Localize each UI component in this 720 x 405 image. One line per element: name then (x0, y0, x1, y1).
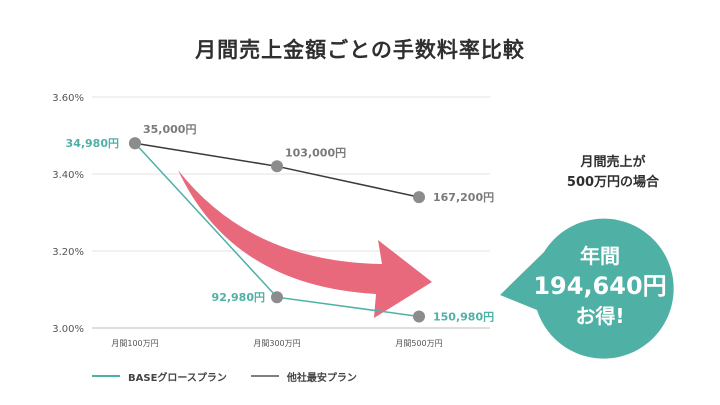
legend-item-base: BASEグロースプラン (92, 369, 227, 384)
data-point (129, 137, 141, 150)
chart-grid (92, 96, 490, 329)
data-point (271, 160, 283, 173)
data-label: 35,000円 (143, 123, 196, 136)
chart-points (129, 137, 425, 323)
savings-text-line2: 194,640円 (533, 272, 667, 300)
savings-arrow (178, 170, 432, 318)
legend-label-other: 他社最安プラン (286, 372, 357, 384)
data-label: 167,200円 (433, 191, 494, 204)
data-label: 103,000円 (285, 146, 346, 159)
savings-bubble (500, 218, 674, 359)
scenario-note: 月間売上が 500万円の場合 (548, 153, 678, 193)
y-tick-label: 3.00% (52, 324, 84, 335)
data-label: 92,980円 (212, 291, 265, 304)
y-tick-label: 3.60% (52, 93, 84, 104)
x-tick-label: 月間300万円 (253, 339, 300, 348)
chart-data-labels: 35,000円 103,000円 167,200円 34,980円 92,980円 150… (66, 123, 495, 323)
x-axis-ticks: 月間100万円 月間300万円 月間500万円 (111, 339, 442, 348)
scenario-note-line1: 月間売上が (580, 155, 646, 170)
legend-swatch-other (250, 375, 279, 377)
legend-item-other: 他社最安プラン (250, 369, 357, 384)
legend-label-base: BASEグロースプラン (128, 372, 227, 384)
data-point (413, 191, 425, 204)
data-point (271, 291, 283, 304)
y-tick-label: 3.20% (52, 247, 84, 258)
chart-title: 月間売上金額ごとの手数料率比較 (195, 38, 525, 62)
data-point (413, 310, 425, 323)
y-axis-ticks: 3.00% 3.20% 3.40% 3.60% (52, 93, 84, 335)
scenario-note-line2: 500万円の場合 (566, 175, 660, 190)
data-label: 150,980円 (433, 310, 494, 323)
savings-text-line1: 年間 (580, 244, 620, 268)
legend-swatch-base (92, 375, 120, 377)
data-label: 34,980円 (66, 137, 119, 150)
chart-legend: BASEグロースプラン 他社最安プラン (92, 368, 371, 384)
y-tick-label: 3.40% (52, 170, 84, 181)
savings-text-line3: お得! (575, 304, 625, 328)
savings-text: 年間 194,640円 お得! (530, 241, 670, 331)
x-tick-label: 月間100万円 (111, 339, 158, 348)
x-tick-label: 月間500万円 (395, 339, 442, 348)
